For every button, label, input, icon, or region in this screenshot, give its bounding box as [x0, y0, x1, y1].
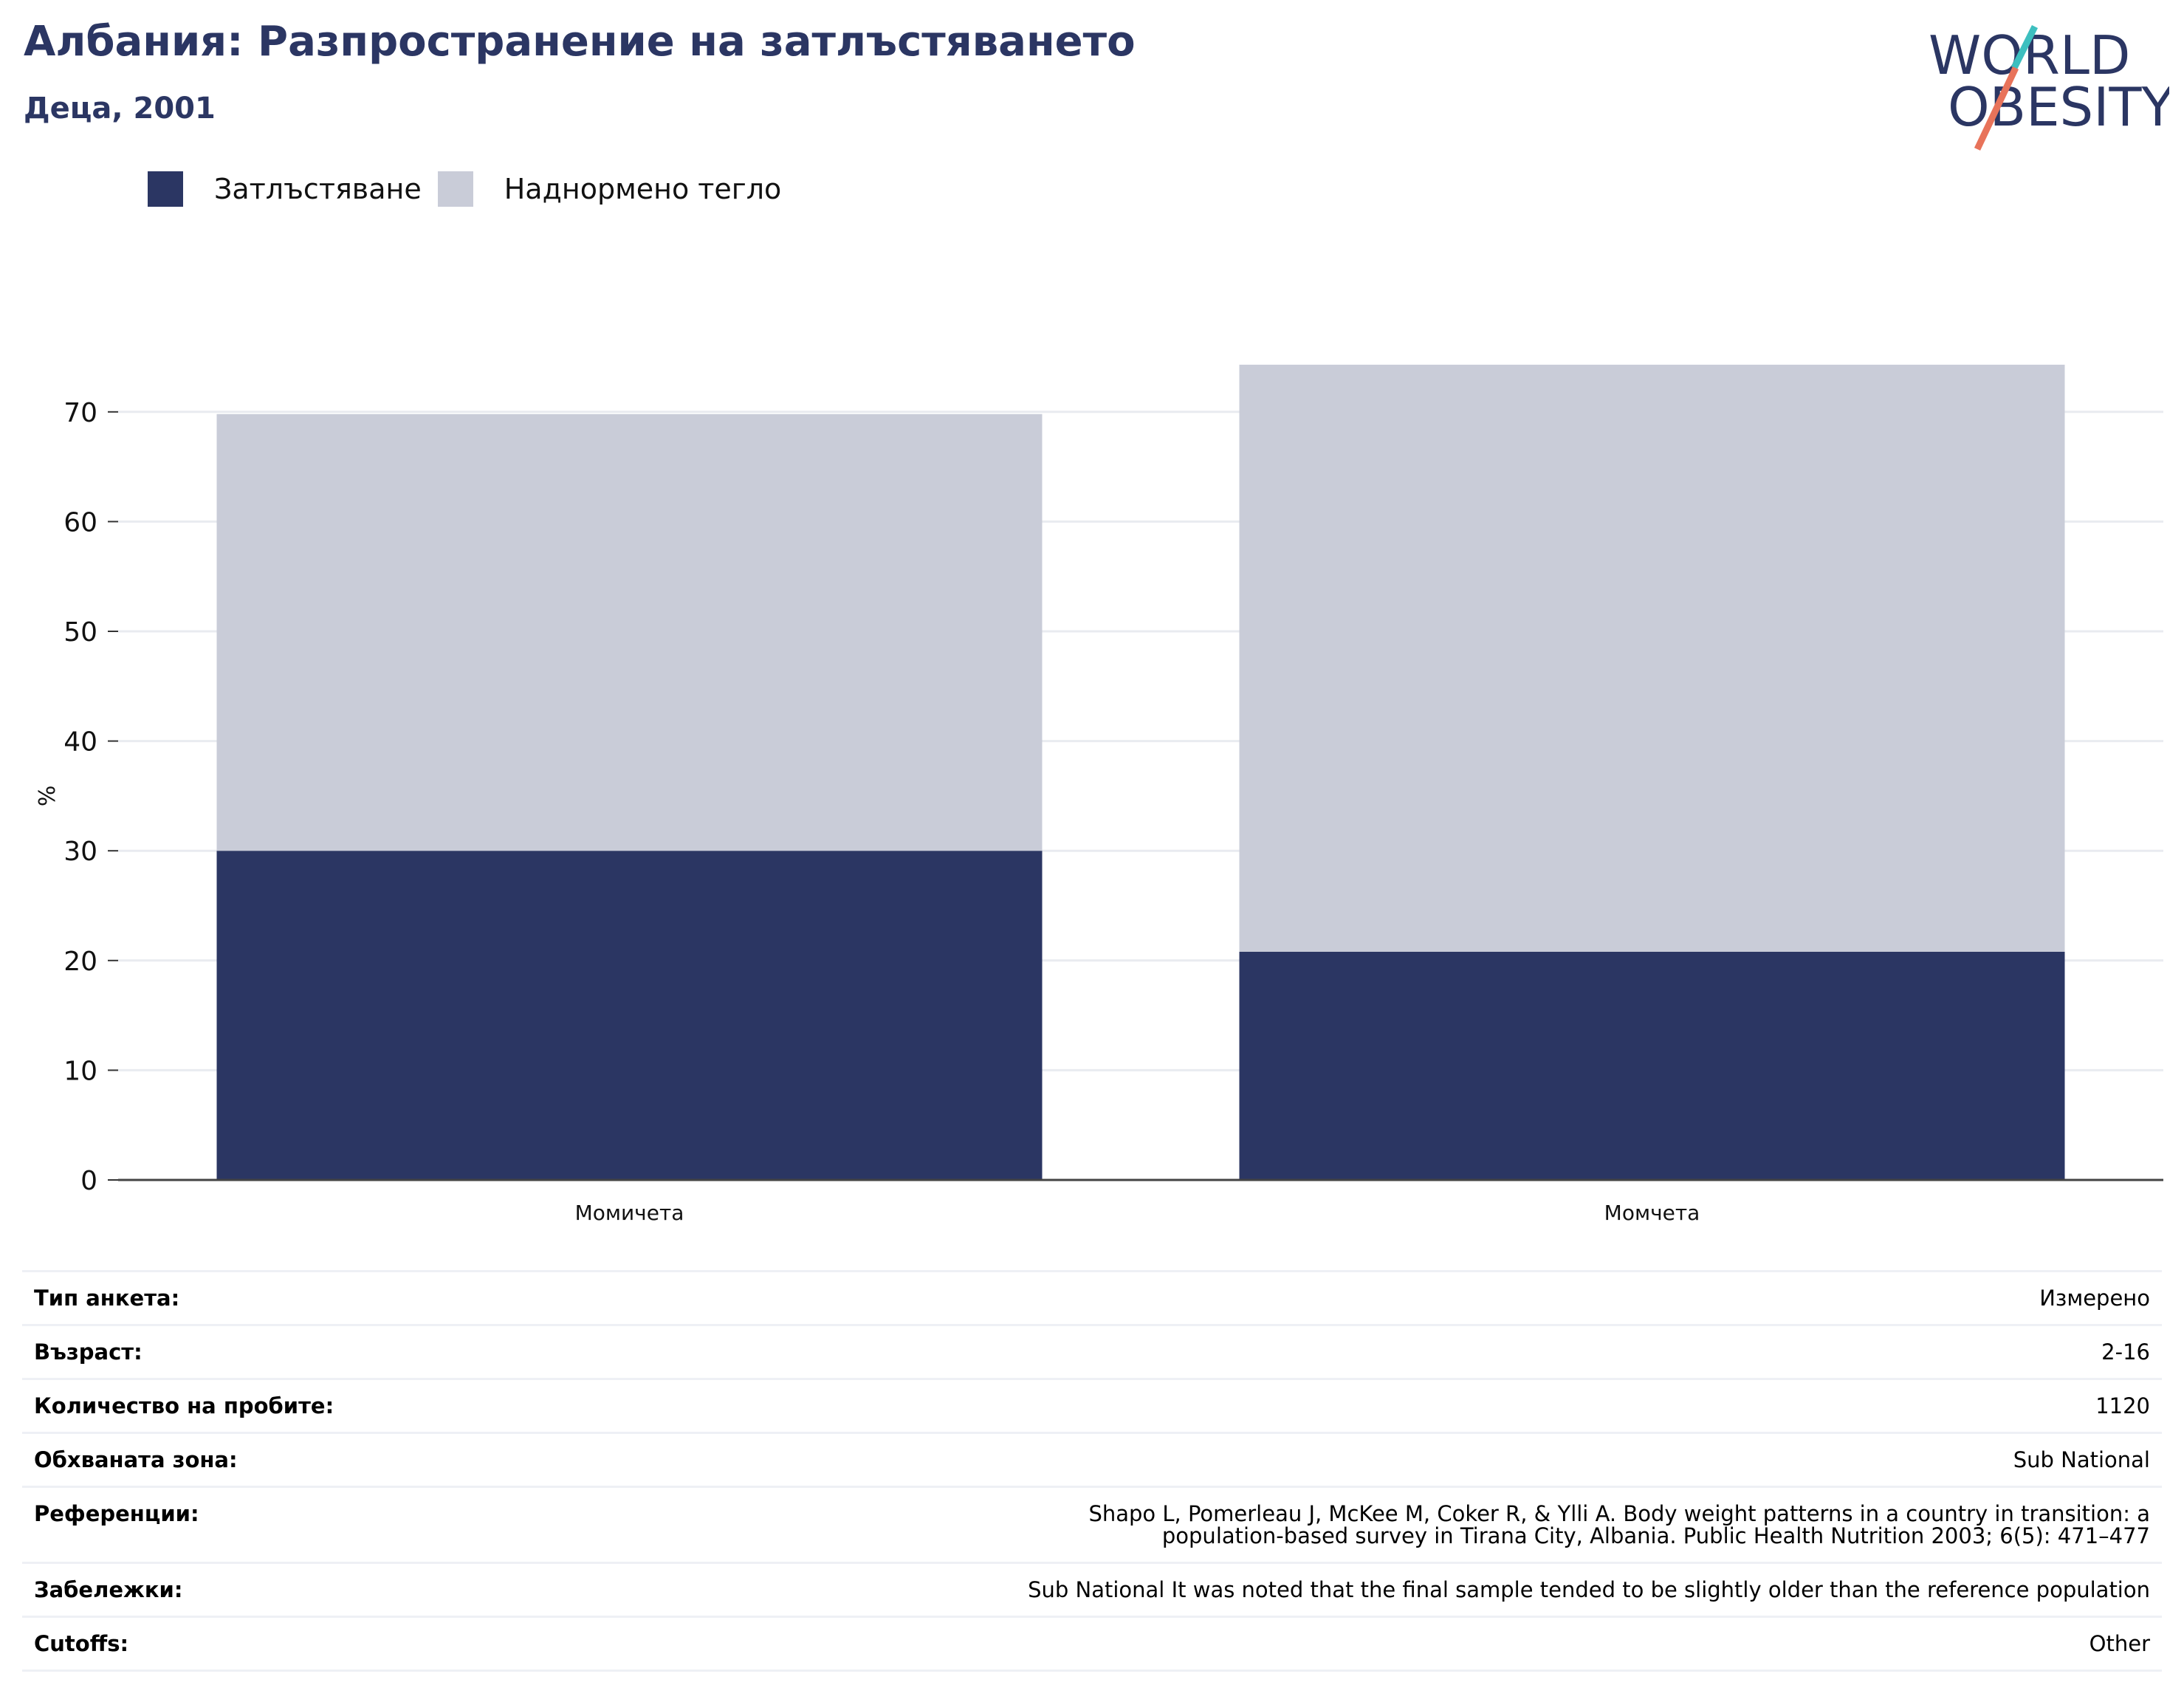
info-label: Референции: [22, 1486, 489, 1563]
logo-slash-bottom [1974, 66, 2019, 151]
info-value: Измерено [489, 1270, 2162, 1325]
y-axis-label: % [35, 786, 61, 807]
bar-obesity [1239, 951, 2065, 1180]
x-tick-label: Момчета [1604, 1201, 1700, 1225]
world-obesity-logo: WORLD OBESITY [1929, 24, 2169, 151]
info-row-references: Референции: Shapo L, Pomerleau J, McKee … [22, 1486, 2162, 1563]
info-label: Обхваната зона: [22, 1432, 489, 1487]
y-tick-label: 0 [80, 1166, 97, 1196]
y-tick-label: 60 [63, 507, 97, 538]
info-row-area-covered: Обхваната зона: Sub National [22, 1432, 2162, 1487]
x-tick-label: Момичета [575, 1201, 684, 1225]
info-label: Cutoffs: [22, 1616, 489, 1672]
info-value: Other [489, 1616, 2162, 1672]
info-value: 2-16 [489, 1324, 2162, 1379]
info-label: Възраст: [22, 1324, 489, 1379]
info-value: Sub National [489, 1432, 2162, 1487]
bar-overweight [216, 414, 1043, 851]
info-row-sample-size: Количество на пробите: 1120 [22, 1378, 2162, 1433]
info-value: Sub National It was noted that the final… [489, 1562, 2162, 1617]
info-row-cutoffs: Cutoffs: Other [22, 1616, 2162, 1672]
legend-item-obesity[interactable]: Затлъстяване [148, 171, 422, 207]
y-tick-label: 40 [63, 727, 97, 758]
legend-swatch-obesity [148, 171, 183, 207]
chart-subtitle: Деца, 2001 [24, 92, 216, 126]
info-label: Тип анкета: [22, 1270, 489, 1325]
bar-obesity [216, 851, 1043, 1180]
y-tick-label: 50 [63, 617, 97, 648]
bar-overweight [1239, 364, 2065, 952]
chart-title: Албания: Разпространение на затлъстяване… [24, 18, 1136, 66]
chart-legend: Затлъстяване Наднормено тегло [148, 171, 797, 207]
info-value: Shapo L, Pomerleau J, McKee M, Coker R, … [489, 1486, 2162, 1563]
logo-line-2: OBESITY [1948, 76, 2169, 138]
info-row-notes: Забележки: Sub National It was noted tha… [22, 1562, 2162, 1617]
y-tick-label: 20 [63, 947, 97, 977]
info-row-age: Възраст: 2-16 [22, 1324, 2162, 1379]
legend-label-obesity: Затлъстяване [214, 173, 422, 205]
info-value: 1120 [489, 1378, 2162, 1433]
legend-item-overweight[interactable]: Наднормено тегло [437, 171, 782, 207]
stacked-bar-chart: 0 10 20 30 40 50 60 70% Момичета Момчета [35, 364, 2163, 1225]
y-tick-label: 70 [63, 398, 97, 428]
logo-slash-top [2010, 24, 2039, 70]
legend-swatch-overweight [437, 171, 473, 207]
info-label: Забележки: [22, 1562, 489, 1617]
y-tick-label: 30 [63, 837, 97, 867]
info-row-survey-type: Тип анкета: Измерено [22, 1270, 2162, 1325]
y-tick-label: 10 [63, 1056, 97, 1086]
survey-info-table: Тип анкета: Измерено Възраст: 2-16 Колич… [22, 1270, 2162, 1672]
info-label: Количество на пробите: [22, 1378, 489, 1433]
legend-label-overweight: Наднормено тегло [504, 173, 782, 205]
